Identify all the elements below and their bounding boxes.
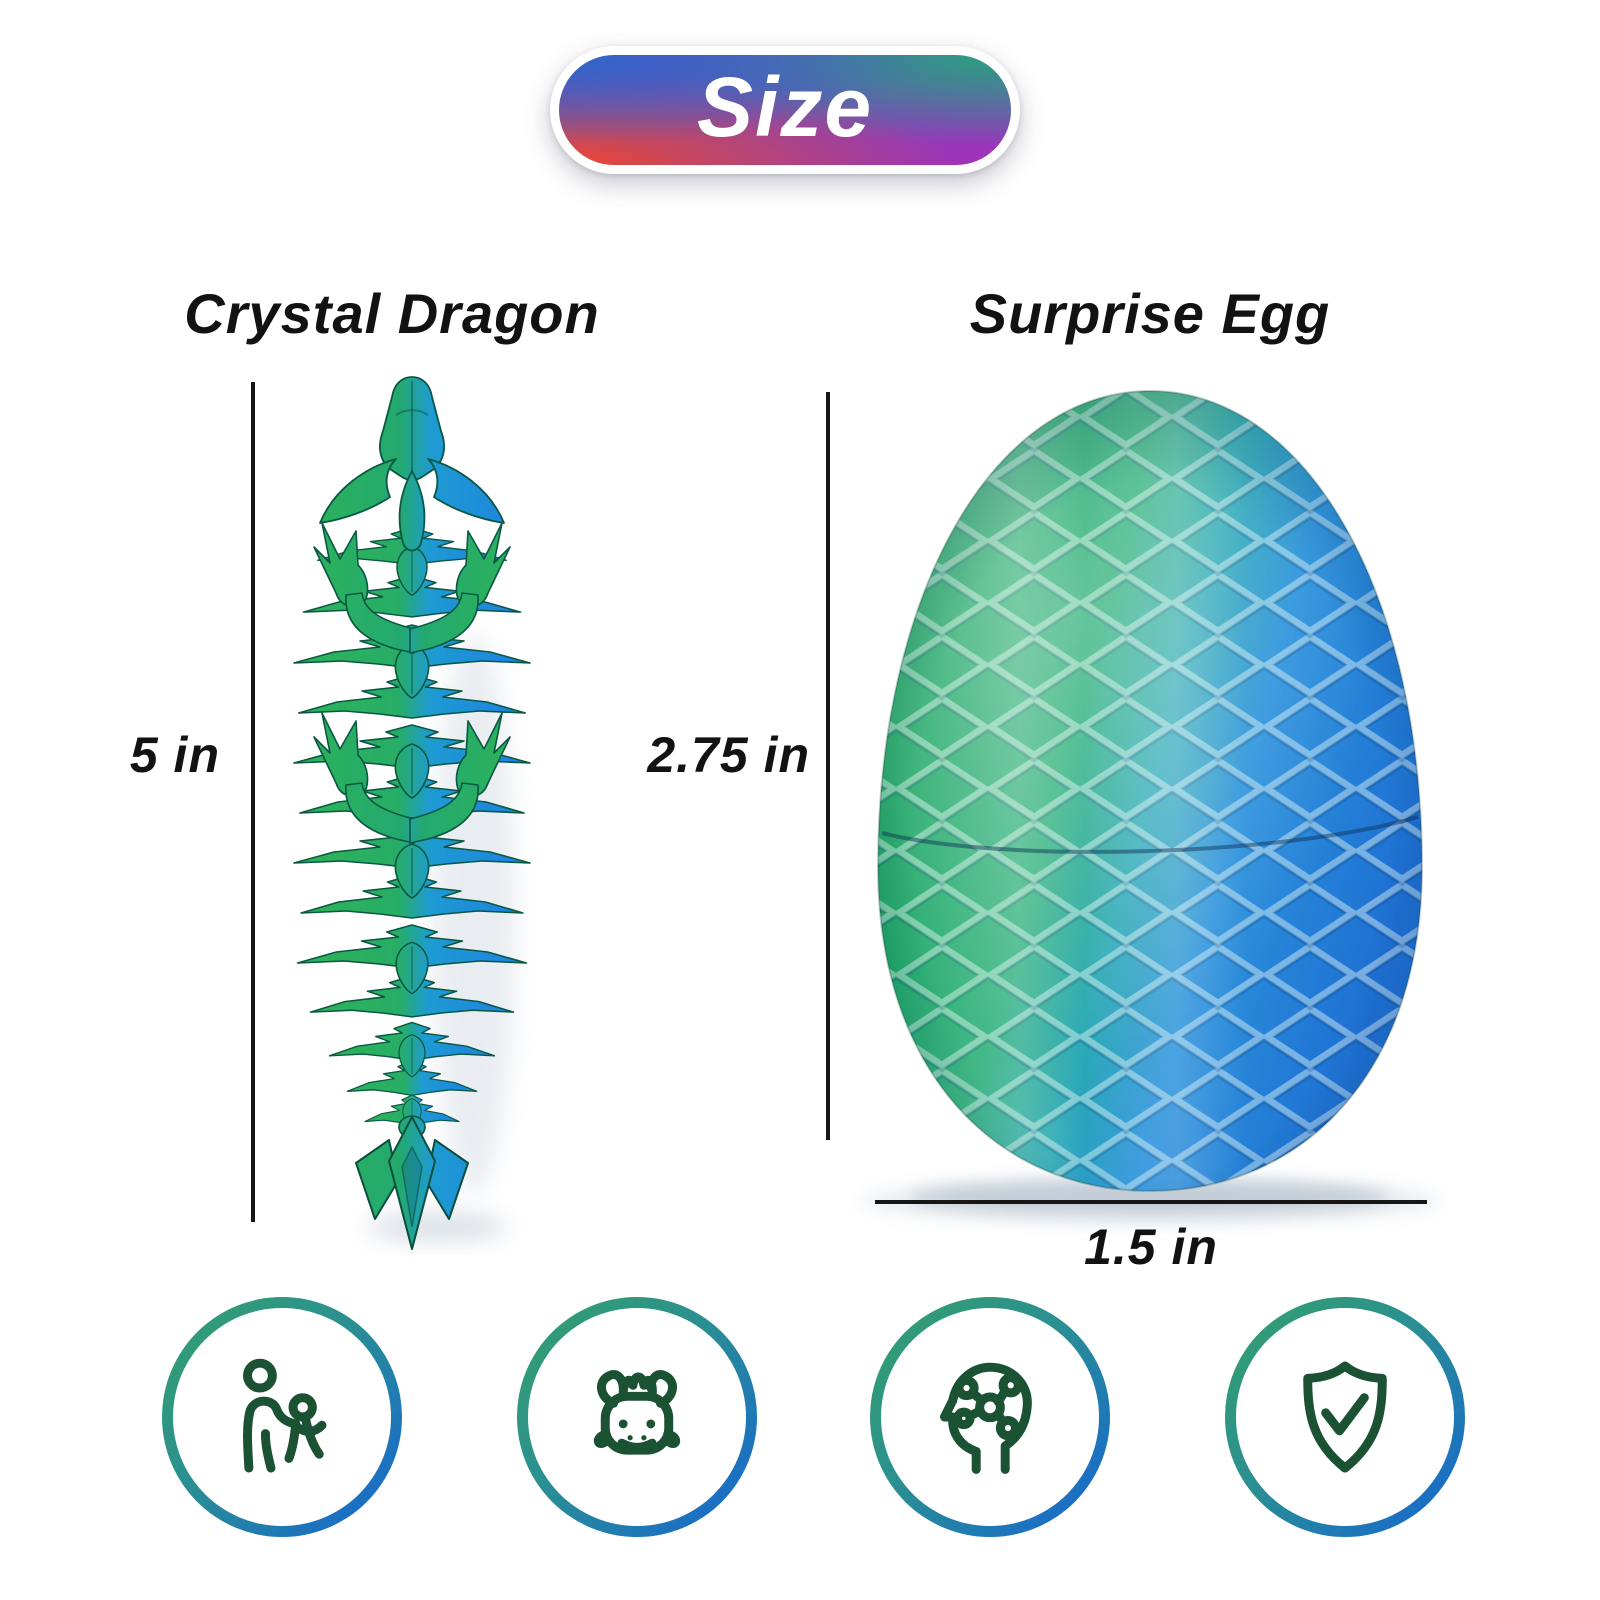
dragon-face-icon xyxy=(593,1370,681,1455)
surprise-egg-photo xyxy=(860,389,1440,1225)
head-molecule-icon xyxy=(939,1362,1032,1474)
egg-width-line xyxy=(875,1200,1427,1204)
feature-badge-mind xyxy=(870,1297,1110,1537)
size-badge-label: Size xyxy=(696,59,874,154)
feature-badge-safety xyxy=(1225,1297,1465,1537)
egg-width-label: 1.5 in xyxy=(1084,1219,1218,1275)
egg-height-label: 2.75 in xyxy=(647,727,810,783)
feature-badge-dragon xyxy=(517,1297,757,1537)
dragon-tail-crystals xyxy=(355,1115,469,1250)
dragon-height-line xyxy=(251,382,255,1222)
dragon-height-label: 5 in xyxy=(129,727,220,783)
dragon-title: Crystal Dragon xyxy=(184,282,600,345)
size-badge: Size xyxy=(550,46,1020,174)
crystal-dragon-photo xyxy=(293,376,531,1250)
shield-check-icon xyxy=(1303,1361,1387,1473)
egg-title: Surprise Egg xyxy=(969,282,1331,345)
egg-seam-line xyxy=(881,815,1419,854)
feature-badge-family xyxy=(162,1297,402,1537)
egg-body xyxy=(876,389,1424,1193)
dragon-head-fins xyxy=(319,458,505,552)
egg-height-line xyxy=(826,392,830,1140)
parent-child-icon xyxy=(243,1358,327,1473)
